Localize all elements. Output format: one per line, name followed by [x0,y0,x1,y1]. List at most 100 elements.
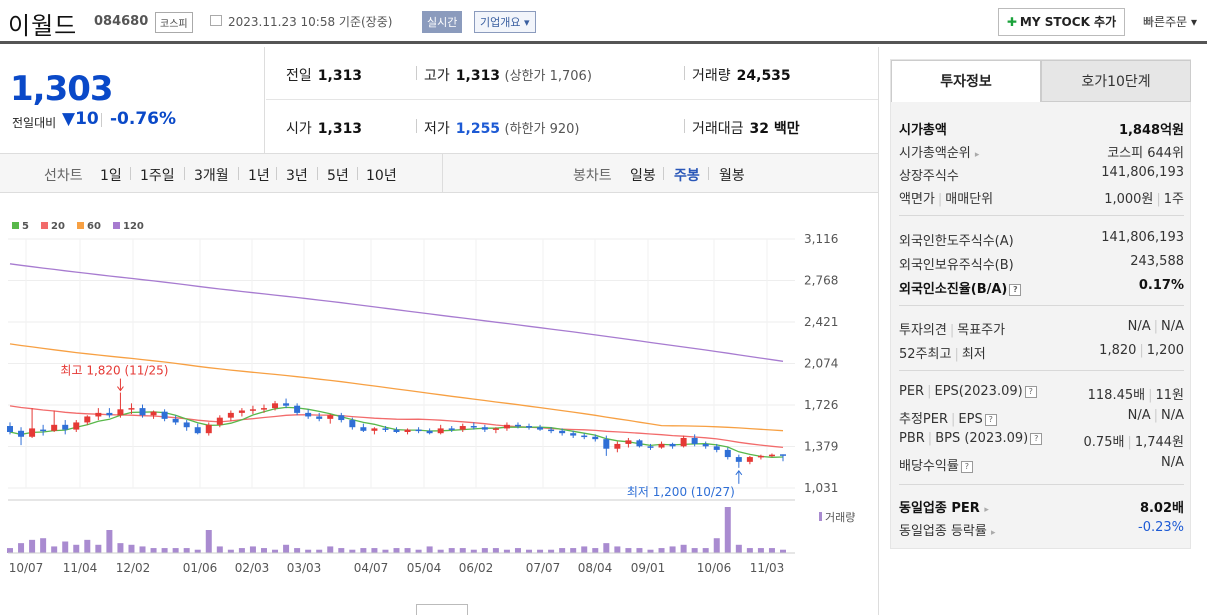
volume-bar [448,548,455,553]
divider [684,119,685,133]
volume-bar [647,549,654,553]
candle-body [669,443,676,447]
volume-bar [503,549,510,553]
candle-body [537,427,544,430]
volume-bar [415,549,422,553]
y-tick-label: 2,074 [804,357,838,371]
volume-bar [603,543,610,553]
period-1week[interactable]: 1주일 [140,168,175,184]
candle-body [194,427,201,434]
volume-bar [393,548,400,553]
candle-body [29,428,36,437]
x-tick-label: 05/04 [407,561,442,575]
quick-order-dropdown[interactable]: 빠른주문 ▾ [1143,15,1197,29]
shares-row: 상장주식수 141,806,193 [899,165,1184,184]
candle-monthly[interactable]: 월봉 [719,168,745,184]
tab-invest-info[interactable]: 투자정보 [891,60,1041,102]
sector-per-row[interactable]: 동일업종 PER ▸ 8.02배 [899,501,1184,516]
candle-body [161,411,168,419]
price-stats: 전일 1,313 고가 1,313 (상한가 1,706) 거래량 24,535 시가… [266,47,878,153]
divider [317,167,318,180]
divider [357,167,358,180]
sector-rate-row[interactable]: 동일업종 등락률 ▸ -0.23% [899,520,1184,539]
volume-bar [526,549,533,553]
legend-label: 60 [87,221,101,232]
period-10year[interactable]: 10년 [366,168,397,184]
candle-body [470,426,477,428]
volume-bar [724,507,731,553]
volume-bar [360,548,367,553]
candle-body [581,435,588,438]
plus-icon: ✚ [1006,15,1017,29]
volume-bar [294,548,301,553]
candle-body [757,455,764,458]
x-tick-label: 10/07 [9,561,44,575]
high-arrow-head [117,386,124,392]
legend-label: 5 [22,221,29,232]
market-badge: 코스피 [155,12,193,33]
grid [8,238,795,501]
candle-body [338,415,345,421]
volume-bar [95,544,102,553]
volume-bar [338,548,345,553]
candle-daily[interactable]: 일봉 [630,168,656,184]
weekly-candle-chart[interactable]: 5 20 60 120 3,116 2,768 2,421 2,074 1,726 1,379 1… [0,194,878,615]
low-annotation: 최저 1,200 (10/27) [627,485,735,499]
candle-body [548,429,555,432]
volume-bar [636,548,643,553]
period-5year[interactable]: 5년 [327,168,349,184]
x-tick-label: 03/03 [287,561,322,575]
period-1year[interactable]: 1년 [248,168,270,184]
volume-bar [150,548,157,553]
divider [101,113,102,127]
volume-bar [757,548,764,553]
candle-body [746,457,753,462]
divider [663,167,664,180]
candle-body [768,454,775,457]
candle-body [691,437,698,444]
volume-bar [183,548,190,553]
volume-bar [51,546,58,553]
candle-body [316,416,323,419]
quote-timestamp: 2023.11.23 10:58 기준(장중) [228,15,393,29]
divider [684,66,685,80]
tab-orderbook[interactable]: 호가10단계 [1041,60,1191,102]
volume-bar [139,546,146,553]
volume-bar [481,548,488,553]
add-mystock-button[interactable]: ✚ MY STOCK 추가 [998,8,1125,36]
candle-body [393,429,400,432]
volume-bar [84,539,91,553]
volume-bar [73,544,80,553]
help-icon[interactable]: ? [960,461,973,473]
company-info-dropdown[interactable]: 기업개요 ▾ [474,11,536,33]
volume-bar [581,546,588,553]
help-icon[interactable]: ? [1024,386,1037,398]
market-cap-rank-row[interactable]: 시가총액순위 ▸ 코스피 644위 [899,146,1184,161]
help-icon[interactable]: ? [984,414,997,426]
volume-bar [768,548,775,553]
candle-body [371,428,378,431]
candle-weekly[interactable]: 주봉 [674,168,700,184]
section-divider [899,484,1184,485]
volume-bar [260,548,267,553]
period-1day[interactable]: 1일 [100,168,122,184]
volume-bar [172,548,179,553]
collapse-chart-button[interactable] [416,604,468,615]
divider [184,167,185,180]
y-tick-label: 1,031 [804,481,838,495]
help-icon[interactable]: ? [1009,284,1022,296]
volume-bar [514,548,521,553]
candle-body [327,415,334,419]
help-icon[interactable]: ? [1030,433,1043,445]
volume-bar [492,548,499,553]
period-3month[interactable]: 3개월 [194,168,229,184]
candle-body [713,446,720,450]
realtime-badge[interactable]: 실시간 [422,11,463,33]
volume-bar [283,544,290,553]
x-tick-label: 06/02 [459,561,494,575]
candle-body [780,454,786,456]
period-3year[interactable]: 3년 [286,168,308,184]
x-tick-label: 07/07 [526,561,561,575]
volume-bar [691,548,698,553]
y-tick-label: 1,726 [804,398,838,412]
